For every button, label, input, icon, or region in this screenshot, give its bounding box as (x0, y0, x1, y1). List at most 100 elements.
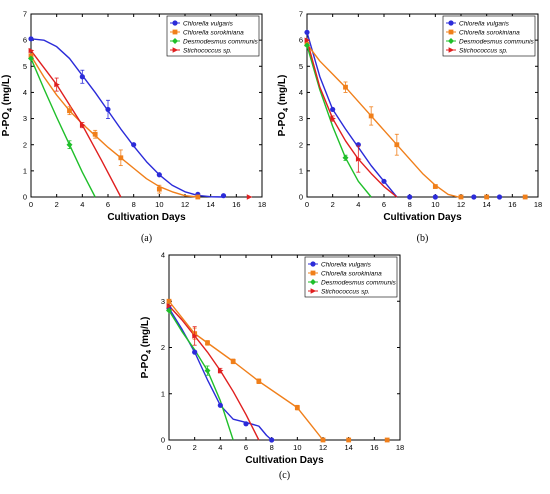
y-tick-label: 7 (299, 10, 303, 19)
legend-marker-desmodesmus_communis (172, 38, 178, 44)
y-axis-title: P-PO4 (mg/L) (140, 317, 153, 379)
legend-marker-chlorella_vulgaris (172, 20, 178, 26)
y-axis-title-sub: 4 (146, 350, 153, 354)
panel-caption: (a) (141, 233, 152, 244)
series-line-chlorella_sorokiniana (30, 55, 198, 198)
x-tick-label: 2 (55, 200, 59, 209)
data-point-chlorella_vulgaris (28, 36, 34, 42)
data-point-chlorella_sorokiniana (368, 113, 374, 119)
x-tick-label: 12 (319, 443, 327, 452)
data-point-desmodesmus_communis (204, 367, 211, 374)
data-point-chlorella_sorokiniana (346, 437, 352, 443)
x-tick-label: 14 (206, 200, 214, 209)
legend-label: Stichococcus sp. (321, 288, 370, 295)
x-axis-title: Cultivation Days (107, 212, 186, 223)
x-tick-label: 18 (534, 200, 542, 209)
data-point-chlorella_sorokiniana (458, 194, 464, 200)
x-tick-label: 14 (482, 200, 490, 209)
x-tick-label: 12 (181, 200, 189, 209)
y-axis-title-main: P-PO (1, 112, 12, 137)
data-point-chlorella_vulgaris (471, 194, 477, 200)
x-tick-label: 0 (167, 443, 171, 452)
x-tick-label: 16 (370, 443, 378, 452)
data-point-desmodesmus_communis (66, 141, 73, 148)
legend-marker-chlorella_vulgaris (448, 20, 454, 26)
data-point-chlorella_vulgaris (105, 106, 111, 113)
series-line-chlorella_vulgaris (306, 32, 398, 198)
legend-box (304, 256, 398, 298)
data-point-desmodesmus_communis (28, 55, 34, 62)
y-tick-label: 4 (23, 88, 27, 97)
legend-marker-desmodesmus_communis (448, 38, 454, 44)
data-point-chlorella_sorokiniana (343, 84, 348, 90)
data-point-chlorella_vulgaris (330, 106, 336, 113)
x-tick-label: 0 (29, 200, 33, 209)
data-point-stichococcus (79, 122, 86, 128)
legend-label: Chlorella sorokiniana (183, 29, 244, 36)
y-axis-title: P-PO4 (mg/L) (277, 75, 290, 137)
data-point-chlorella_sorokiniana (166, 298, 172, 304)
y-tick-label: 3 (23, 114, 27, 123)
legend-marker-stichococcus (448, 47, 455, 53)
data-point-chlorella_vulgaris (432, 194, 438, 200)
panel-caption: (b) (417, 233, 429, 244)
x-tick-label: 10 (155, 200, 163, 209)
data-point-chlorella_vulgaris (156, 172, 162, 178)
legend-label: Chlorella sorokiniana (459, 29, 520, 36)
x-tick-label: 4 (356, 200, 360, 209)
y-axis-title-unit: (mg/L) (140, 317, 151, 350)
data-point-chlorella_sorokiniana (118, 155, 124, 161)
legend-box (166, 15, 260, 57)
legend-marker-stichococcus (172, 47, 179, 53)
data-point-stichococcus (192, 333, 198, 339)
series-line-desmodesmus_communis (168, 310, 234, 441)
data-point-chlorella_sorokiniana (256, 378, 262, 384)
y-axis-title-unit: (mg/L) (277, 75, 288, 108)
x-axis-title: Cultivation Days (383, 212, 462, 223)
series-line-chlorella_vulgaris (168, 307, 273, 441)
x-tick-label: 8 (270, 443, 274, 452)
data-point-chlorella_sorokiniana (92, 131, 98, 137)
data-point-chlorella_sorokiniana (205, 340, 210, 346)
x-tick-label: 8 (132, 200, 136, 209)
x-tick-label: 4 (80, 200, 84, 209)
y-tick-label: 3 (299, 114, 303, 123)
data-point-chlorella_sorokiniana (195, 194, 201, 200)
data-point-chlorella_sorokiniana (156, 186, 162, 192)
data-point-stichococcus (330, 115, 336, 122)
data-point-chlorella_sorokiniana (432, 184, 438, 189)
legend-marker-chlorella_vulgaris (310, 261, 316, 267)
legend-label: Desmodesmus communis (321, 279, 397, 286)
series-line-desmodesmus_communis (306, 45, 372, 198)
y-tick-label: 2 (161, 343, 165, 352)
series-line-chlorella_sorokiniana (168, 300, 324, 441)
legend-label: Chlorella vulgaris (183, 20, 234, 27)
x-tick-label: 4 (218, 443, 222, 452)
x-tick-label: 6 (106, 200, 110, 209)
data-point-chlorella_vulgaris (243, 421, 249, 427)
legend-marker-desmodesmus_communis (310, 279, 316, 285)
series-line-chlorella_sorokiniana (306, 43, 459, 198)
y-tick-label: 2 (299, 140, 303, 149)
legend-label: Desmodesmus communis (183, 38, 259, 45)
data-point-chlorella_vulgaris (79, 74, 85, 80)
legend-label: Chlorella sorokiniana (321, 270, 382, 277)
x-axis-title: Cultivation Days (245, 455, 324, 466)
data-point-chlorella_sorokiniana (522, 194, 528, 200)
data-point-desmodesmus_communis (166, 307, 172, 314)
data-point-chlorella_sorokiniana (484, 194, 490, 200)
x-tick-label: 0 (305, 200, 309, 209)
series-line-chlorella_vulgaris (30, 38, 224, 198)
series-line-stichococcus (168, 305, 260, 441)
y-tick-label: 0 (23, 193, 27, 202)
data-point-chlorella_vulgaris (381, 178, 387, 184)
data-point-chlorella_vulgaris (407, 194, 413, 200)
data-point-chlorella_sorokiniana (384, 437, 390, 443)
y-axis-title-main: P-PO (140, 354, 151, 379)
data-point-stichococcus (246, 194, 253, 200)
y-tick-label: 1 (23, 166, 27, 175)
data-point-chlorella_vulgaris (269, 437, 275, 443)
data-point-chlorella_sorokiniana (320, 437, 326, 443)
y-tick-label: 5 (23, 62, 27, 71)
